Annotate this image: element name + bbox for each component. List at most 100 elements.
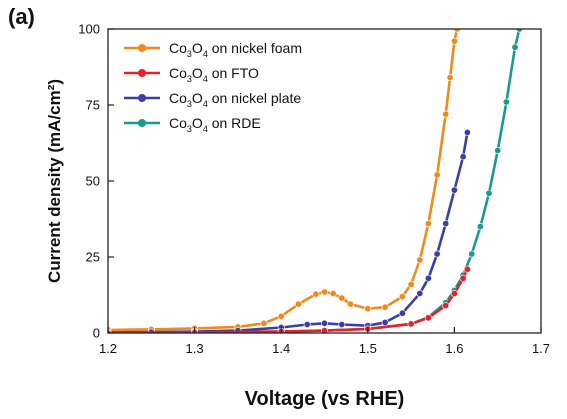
legend-text-part: on nickel plate [208, 90, 302, 106]
data-point [320, 319, 328, 327]
data-point [407, 280, 415, 288]
legend-item: Co3O4 on nickel plate [124, 90, 301, 109]
legend-subscript: 4 [203, 99, 208, 109]
data-point [433, 171, 441, 179]
x-tick-label: 1.5 [359, 341, 377, 356]
legend-text-part: Co [169, 90, 187, 106]
data-point [453, 29, 461, 33]
x-tick-label: 1.4 [272, 341, 290, 356]
legend-subscript: 3 [187, 49, 192, 59]
data-point [312, 290, 320, 298]
data-point [381, 303, 389, 311]
data-point [294, 300, 302, 308]
legend-marker [138, 94, 146, 102]
data-point [346, 300, 354, 308]
legend-item: Co3O4 on FTO [124, 65, 259, 84]
data-point [459, 274, 467, 282]
y-tick-label: 50 [86, 174, 100, 189]
panel-label: (a) [8, 4, 35, 29]
legend-marker [138, 69, 146, 77]
legend-text-part: Co [169, 65, 187, 81]
data-point [398, 309, 406, 317]
legend-text-part: O [192, 115, 203, 131]
legend-subscript: 4 [203, 124, 208, 134]
series-line [108, 132, 469, 333]
data-point [338, 320, 346, 328]
data-point [381, 318, 389, 326]
legend-marker [138, 44, 146, 52]
data-point [515, 29, 523, 33]
legend-text-part: O [192, 65, 203, 81]
legend-text-part: O [192, 90, 203, 106]
legend-item: Co3O4 on RDE [124, 115, 261, 134]
data-point [424, 314, 432, 322]
x-tick-label: 1.6 [445, 341, 463, 356]
legend-subscript: 4 [203, 74, 208, 84]
data-point [494, 147, 502, 155]
data-point [416, 256, 424, 264]
legend-text-part: O [192, 40, 203, 56]
legend-text-part: on RDE [208, 115, 261, 131]
x-tick-label: 1.3 [186, 341, 204, 356]
y-tick-label: 100 [78, 22, 100, 37]
series-layer [108, 29, 523, 333]
data-point [338, 294, 346, 302]
data-point [450, 289, 458, 297]
data-point [364, 305, 372, 313]
y-tick-label: 75 [86, 98, 100, 113]
data-point [329, 289, 337, 297]
data-point [260, 319, 268, 327]
legend-marker [138, 119, 146, 127]
data-point [424, 274, 432, 282]
legend-text-part: Co [169, 40, 187, 56]
data-point [277, 312, 285, 320]
legend-subscript: 3 [187, 124, 192, 134]
data-point [442, 220, 450, 228]
data-point [416, 289, 424, 297]
data-point [303, 320, 311, 328]
series-1 [108, 265, 471, 333]
data-point [442, 302, 450, 310]
legend-item: Co3O4 on nickel foam [124, 40, 302, 59]
y-axis-title: Current density (mA/cm²) [45, 79, 64, 283]
legend-subscript: 4 [203, 49, 208, 59]
y-tick-label: 25 [86, 250, 100, 265]
data-point [476, 223, 484, 231]
data-point [450, 37, 458, 45]
data-point [468, 250, 476, 258]
legend-label: Co3O4 on RDE [169, 115, 261, 134]
data-point [450, 186, 458, 194]
data-point [463, 128, 471, 136]
x-tick-label: 1.7 [532, 341, 550, 356]
data-point [398, 292, 406, 300]
data-point [502, 98, 510, 106]
series-3 [108, 29, 523, 333]
legend-label: Co3O4 on nickel foam [169, 40, 302, 59]
data-point [407, 320, 415, 328]
legend-text-part: on nickel foam [208, 40, 302, 56]
legend-text-part: Co [169, 115, 187, 131]
data-point [459, 153, 467, 161]
data-point [442, 110, 450, 118]
legend-label: Co3O4 on nickel plate [169, 90, 301, 109]
data-point [424, 220, 432, 228]
x-tick-label: 1.2 [99, 341, 117, 356]
series-line [108, 29, 459, 332]
legend-label: Co3O4 on FTO [169, 65, 259, 84]
data-point [446, 74, 454, 82]
legend-subscript: 3 [187, 99, 192, 109]
legend-text-part: on FTO [208, 65, 259, 81]
y-tick-label: 0 [93, 326, 100, 341]
data-point [433, 250, 441, 258]
data-point [511, 43, 519, 51]
series-0 [108, 29, 461, 333]
legend-subscript: 3 [187, 74, 192, 84]
data-point [485, 189, 493, 197]
data-point [321, 327, 328, 333]
data-point [320, 288, 328, 296]
axes-layer: 1.2 1.3 1.4 1.5 1.6 1.7 0 25 50 75 100 [78, 22, 550, 357]
series-2 [108, 128, 471, 333]
x-axis-title: Voltage (vs RHE) [245, 388, 405, 410]
